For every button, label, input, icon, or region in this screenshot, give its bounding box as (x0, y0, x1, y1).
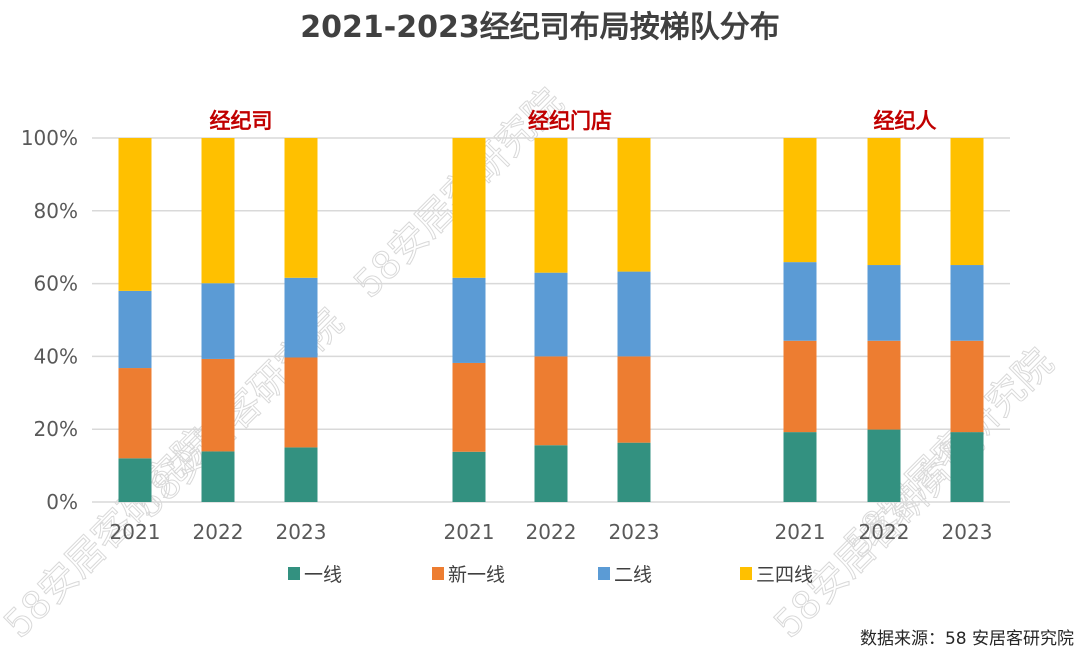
bar-segment-新一线-经纪司-2022 (201, 358, 235, 452)
legend-swatch (740, 567, 752, 580)
y-tick-label: 0% (46, 490, 78, 514)
y-axis-ticks: 0% 20% 40% 60% 80% 100% (21, 126, 78, 514)
y-tick-label: 40% (34, 344, 78, 368)
bar-segment-一线-经纪司-2021 (118, 458, 152, 502)
bar-segment-二线-经纪司-2022 (201, 283, 235, 359)
bars (118, 138, 984, 502)
bar-segment-一线-经纪司-2022 (201, 451, 235, 502)
y-tick-label: 20% (34, 417, 78, 441)
x-tick-label: 2023 (942, 520, 993, 544)
bar-segment-新一线-经纪门店-2022 (534, 356, 568, 446)
bar-segment-新一线-经纪人-2023 (950, 340, 984, 433)
legend-label: 二线 (614, 564, 652, 586)
bar-segment-二线-经纪门店-2021 (452, 277, 486, 363)
group-title: 经纪司 (210, 109, 273, 133)
x-tick-label: 2023 (609, 520, 660, 544)
y-tick-label: 100% (21, 126, 78, 150)
bar-segment-三四线-经纪司-2022 (201, 138, 235, 284)
bar-segment-新一线-经纪门店-2021 (452, 362, 486, 452)
source-note: 数据来源：58 安居客研究院 (859, 629, 1074, 649)
legend: 一线 新一线 二线 三四线 (288, 564, 813, 586)
bar-segment-一线-经纪人-2022 (867, 429, 901, 502)
bar-segment-三四线-经纪人-2023 (950, 138, 984, 266)
group-title: 经纪人 (874, 109, 937, 133)
bar-segment-三四线-经纪司-2021 (118, 138, 152, 291)
bar-segment-二线-经纪司-2021 (118, 290, 152, 369)
legend-swatch (432, 567, 444, 580)
legend-label: 三四线 (756, 564, 813, 586)
legend-swatch (598, 567, 610, 580)
x-tick-label: 2022 (526, 520, 577, 544)
bar-segment-一线-经纪门店-2023 (617, 442, 651, 502)
bar-segment-三四线-经纪门店-2022 (534, 138, 568, 273)
bar-segment-一线-经纪司-2023 (284, 447, 318, 502)
y-tick-label: 60% (34, 272, 78, 296)
bar-segment-二线-经纪人-2022 (867, 265, 901, 341)
bar-segment-新一线-经纪人-2022 (867, 340, 901, 430)
bar-segment-二线-经纪司-2023 (284, 277, 318, 358)
x-tick-label: 2022 (193, 520, 244, 544)
y-tick-label: 80% (34, 199, 78, 223)
bar-segment-新一线-经纪门店-2023 (617, 356, 651, 443)
bar-segment-一线-经纪人-2021 (783, 432, 817, 502)
x-tick-label: 2022 (859, 520, 910, 544)
x-tick-label: 2021 (110, 520, 161, 544)
legend-label: 一线 (304, 564, 342, 586)
x-axis-ticks: 2021 2022 2023 2021 2022 2023 2021 2022 2023 (110, 520, 993, 544)
bar-segment-新一线-经纪人-2021 (783, 340, 817, 433)
group-titles: 经纪司 经纪门店 经纪人 (210, 109, 937, 133)
bar-segment-二线-经纪人-2021 (783, 262, 817, 341)
group-title: 经纪门店 (528, 109, 612, 133)
legend-swatch (288, 567, 300, 580)
bar-segment-一线-经纪门店-2022 (534, 445, 568, 502)
bar-segment-新一线-经纪司-2023 (284, 357, 318, 448)
bar-segment-一线-经纪人-2023 (950, 432, 984, 502)
x-tick-label: 2021 (775, 520, 826, 544)
bar-segment-三四线-经纪门店-2023 (617, 138, 651, 272)
bar-segment-二线-经纪门店-2023 (617, 271, 651, 357)
watermark-text: 58安居客研究院 (125, 300, 352, 527)
chart-title: 2021-2023经纪司布局按梯队分布 (300, 10, 780, 45)
x-tick-label: 2023 (276, 520, 327, 544)
bar-segment-三四线-经纪人-2021 (783, 138, 817, 263)
watermark-layer: 58安居客研究院58安居客研究院58安居客研究院58安居客研究院58安居客研究院 (0, 79, 1062, 647)
x-tick-label: 2021 (444, 520, 495, 544)
bar-segment-新一线-经纪司-2021 (118, 368, 152, 459)
bar-segment-二线-经纪人-2023 (950, 265, 984, 341)
legend-label: 新一线 (448, 564, 505, 586)
bar-segment-二线-经纪门店-2022 (534, 272, 568, 357)
bar-segment-一线-经纪门店-2021 (452, 451, 486, 502)
bar-segment-三四线-经纪司-2023 (284, 138, 318, 278)
bar-segment-三四线-经纪门店-2021 (452, 138, 486, 278)
bar-segment-三四线-经纪人-2022 (867, 138, 901, 266)
